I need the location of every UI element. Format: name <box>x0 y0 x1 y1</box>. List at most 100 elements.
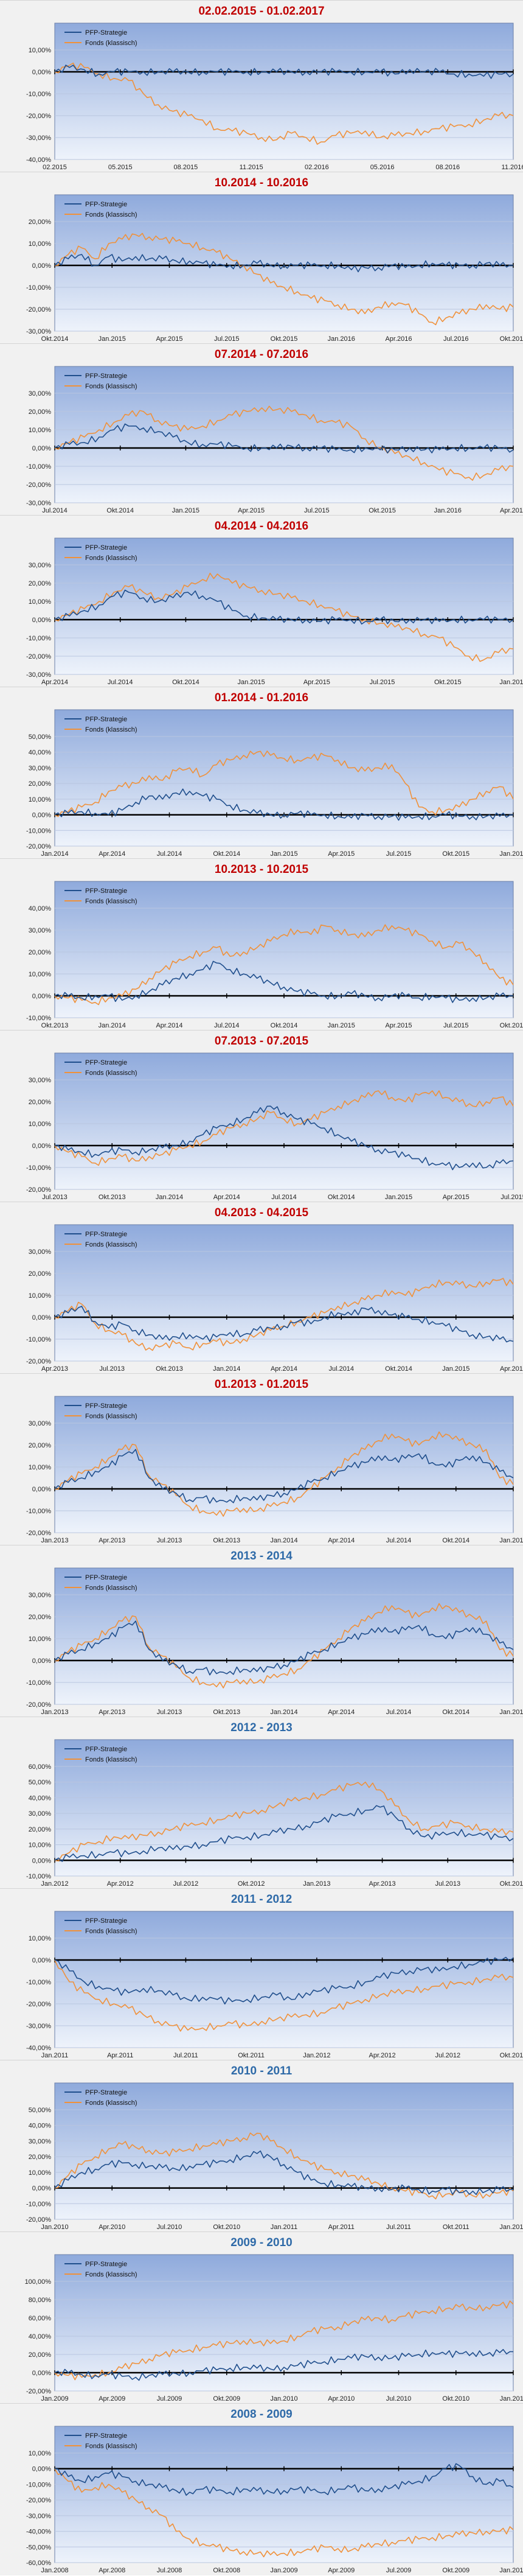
y-tick-label: 100,00% <box>25 2278 52 2286</box>
legend-label-strategy: PFP-Strategie <box>85 887 127 895</box>
y-tick-label: 10,00% <box>29 1636 52 1643</box>
x-tick-label: Jan.2015 <box>385 1194 412 1201</box>
x-tick-label: Apr.2015 <box>328 850 355 858</box>
x-tick-label: Apr.2015 <box>156 335 182 343</box>
x-tick-label: Apr.2015 <box>385 1022 412 1029</box>
plot-area <box>54 709 514 847</box>
chart-title: 02.02.2015 - 01.02.2017 <box>198 5 325 18</box>
line-chart: 100,00% 80,00% 60,00% 40,00% 20,00% 0,00% -20,… <box>25 2254 523 2403</box>
series-line-fund <box>54 751 514 817</box>
x-tick-label: Okt.2014 <box>213 850 240 858</box>
x-tick-label: Jan.2015 <box>328 1022 355 1029</box>
x-tick-label: 02.2016 <box>305 164 329 171</box>
y-tick-label: 10,00% <box>29 971 52 978</box>
x-tick-label: Jul.2015 <box>500 1194 523 1201</box>
chart-title: 07.2014 - 07.2016 <box>214 348 309 361</box>
series-line-strategy <box>54 254 514 273</box>
y-tick-label: 20,00% <box>29 1614 52 1621</box>
x-tick-label: Apr.2010 <box>99 2224 125 2231</box>
series-line-strategy <box>54 589 514 625</box>
x-tick-label: Jul.2013 <box>157 1709 182 1716</box>
x-tick-label: Okt.2015 <box>271 335 298 343</box>
legend-label-strategy: PFP-Strategie <box>85 716 127 723</box>
x-tick-label: Jan.2014 <box>41 850 68 858</box>
legend-label-fund: Fonds (klassisch) <box>85 1928 137 1935</box>
x-tick-label: Okt.2008 <box>213 2567 240 2574</box>
series-line-strategy <box>54 65 514 79</box>
chart-title: 2011 - 2012 <box>230 1893 293 1906</box>
chart-title: 07.2013 - 07.2015 <box>214 1035 309 1048</box>
series-line-strategy <box>54 1105 514 1171</box>
x-tick-label: Okt.2015 <box>369 507 396 514</box>
legend-label-fund: Fonds (klassisch) <box>85 2271 137 2278</box>
x-tick-label: Apr.2014 <box>156 1022 182 1029</box>
chart-title: 04.2013 - 04.2015 <box>214 1206 309 1219</box>
y-tick-label: -20,00% <box>26 481 51 489</box>
y-tick-label: -10,00% <box>26 463 51 471</box>
x-tick-label: Jul.2014 <box>271 1194 297 1201</box>
plot-area <box>54 537 514 675</box>
x-tick-label: Jan.2014 <box>270 1537 297 1544</box>
x-tick-label: Okt.2013 <box>99 1194 126 1201</box>
legend-label-strategy: PFP-Strategie <box>85 1059 127 1066</box>
line-chart: 10,00%0,00%-10,00%-20,00%-30,00%-40,00%0… <box>26 23 523 171</box>
y-tick-label: 0,00% <box>32 2466 51 2473</box>
line-chart: 30,00%20,00%10,00%0,00%-10,00%-20,00%Jan… <box>26 1396 523 1544</box>
x-tick-label: 11.2016 <box>502 164 523 171</box>
y-tick-label: 60,00% <box>29 2315 52 2322</box>
x-tick-label: Jan.2015 <box>172 507 199 514</box>
y-tick-label: 30,00% <box>29 562 52 569</box>
x-tick-label: Jul.2011 <box>386 2224 411 2231</box>
y-tick-label: -20,00% <box>26 2388 51 2395</box>
y-tick-label: -10,00% <box>26 1164 51 1172</box>
y-tick-label: 10,00% <box>29 2450 52 2457</box>
chart-title: 2008 - 2009 <box>230 2408 293 2421</box>
x-tick-label: Jan.2016 <box>328 335 355 343</box>
x-tick-label: Okt.2014 <box>385 1365 412 1373</box>
y-tick-label: -20,00% <box>26 2216 51 2224</box>
y-tick-label: -20,00% <box>26 2497 51 2504</box>
y-tick-label: 20,00% <box>29 2154 52 2161</box>
x-tick-label: Okt.2014 <box>328 1194 355 1201</box>
x-tick-label: Jul.2015 <box>214 335 240 343</box>
y-tick-label: 10,00% <box>29 796 52 803</box>
x-tick-label: Jul.2010 <box>386 2395 412 2403</box>
x-tick-label: Apr.2013 <box>99 1709 125 1716</box>
x-tick-label: Jul.2013 <box>157 1537 182 1544</box>
y-tick-label: -10,00% <box>26 635 51 642</box>
y-tick-label: 20,00% <box>29 1442 52 1449</box>
x-tick-label: Jul.2013 <box>435 1880 460 1888</box>
x-tick-label: Jan.2009 <box>270 2567 297 2574</box>
legend-label-strategy: PFP-Strategie <box>85 29 127 37</box>
plot-area <box>54 1052 514 1190</box>
x-tick-label: 02.2015 <box>43 164 67 171</box>
series-line-fund <box>54 924 514 1006</box>
series-line-strategy <box>54 2349 514 2381</box>
y-tick-label: 40,00% <box>29 2123 52 2130</box>
y-tick-label: 0,00% <box>32 812 51 819</box>
chart-title: 2013 - 2014 <box>230 1550 293 1563</box>
x-tick-label: Jul.2011 <box>173 2052 198 2059</box>
x-tick-label: Jul.2009 <box>386 2567 412 2574</box>
legend-label-strategy: PFP-Strategie <box>85 373 127 380</box>
y-tick-label: 40,00% <box>29 1794 52 1802</box>
y-tick-label: 20,00% <box>29 580 52 587</box>
y-tick-label: 20,00% <box>29 219 52 226</box>
y-tick-label: 30,00% <box>29 1420 52 1427</box>
series-line-fund <box>54 2132 514 2200</box>
y-tick-label: 10,00% <box>29 1292 52 1300</box>
legend-label-fund: Fonds (klassisch) <box>85 1584 137 1592</box>
x-tick-label: Okt.2013 <box>213 1537 240 1544</box>
y-tick-label: 50,00% <box>29 1779 52 1787</box>
y-tick-label: 0,00% <box>32 617 51 624</box>
legend-label-strategy: PFP-Strategie <box>85 1917 127 1925</box>
x-tick-label: Jan.2011 <box>41 2052 68 2059</box>
x-tick-label: Jul.2013 <box>99 1365 125 1373</box>
x-tick-label: Jan.2014 <box>270 1709 297 1716</box>
y-tick-label: 10,00% <box>29 1464 52 1471</box>
y-tick-label: 0,00% <box>32 1857 51 1864</box>
x-tick-label: Apr.2016 <box>500 507 523 514</box>
x-tick-label: Apr.2015 <box>443 1194 469 1201</box>
y-tick-label: 0,00% <box>32 1957 51 1964</box>
line-chart: 60,00% 50,00% 40,00% 30,00% 20,00% 10,00% 0,00… <box>26 1739 523 1888</box>
